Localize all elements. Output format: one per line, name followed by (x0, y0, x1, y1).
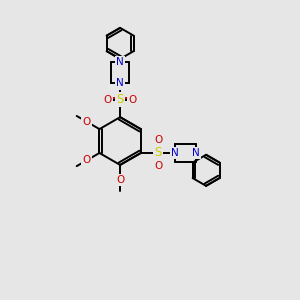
Text: O: O (82, 155, 91, 166)
Text: S: S (154, 146, 162, 160)
Text: N: N (116, 57, 124, 67)
Text: N: N (171, 148, 178, 158)
Text: O: O (82, 117, 91, 127)
Text: N: N (116, 78, 124, 88)
Text: N: N (192, 148, 200, 158)
Text: O: O (154, 160, 162, 170)
Text: O: O (116, 175, 124, 185)
Text: O: O (103, 95, 112, 105)
Text: O: O (129, 95, 137, 105)
Text: S: S (116, 93, 124, 106)
Text: O: O (154, 135, 162, 146)
